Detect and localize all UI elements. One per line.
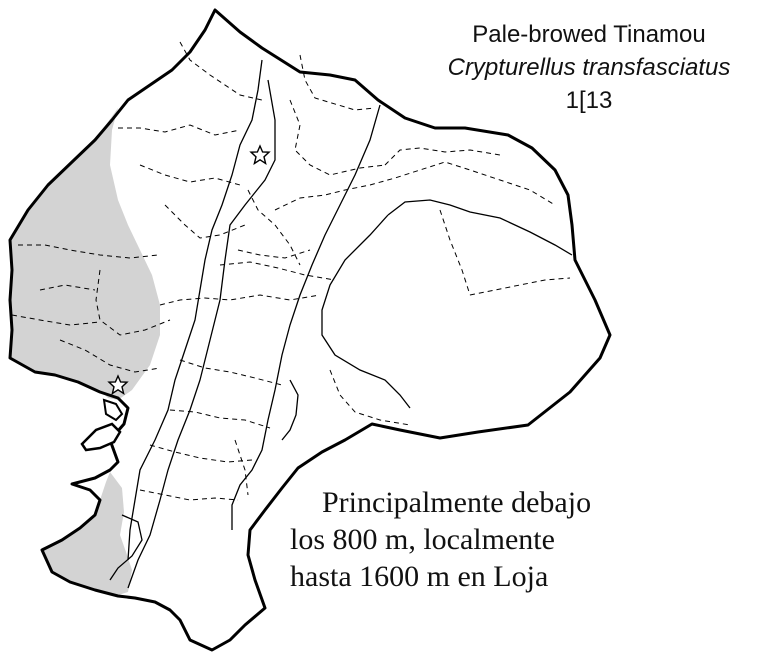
locality-star-south [107, 374, 129, 396]
guayas-estuary [102, 398, 124, 422]
common-name: Pale-browed Tinamou [472, 21, 706, 48]
note-line-3: hasta 1600 m en Loja [290, 560, 549, 593]
ecuador-outline [8, 8, 612, 652]
puna-island [80, 422, 122, 452]
range-area-south [42, 472, 132, 596]
scientific-name: Crypturellus transfasciatus [447, 54, 731, 81]
locality-star-north [249, 144, 271, 166]
note-line-2: los 800 m, localmente [290, 523, 555, 556]
elevation-note: Principalmente debajo los 800 m, localme… [290, 484, 750, 595]
range-area-north [10, 108, 160, 400]
note-line-1: Principalmente debajo [322, 486, 592, 519]
province-boundaries [11, 41, 571, 501]
species-header: Pale-browed Tinamou Crypturellus transfa… [409, 18, 769, 117]
plate-reference: 1[13 [565, 87, 613, 114]
